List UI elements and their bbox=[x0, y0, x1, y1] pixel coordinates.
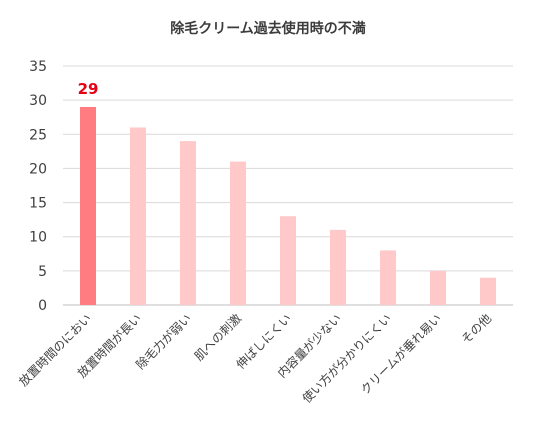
bar bbox=[280, 216, 296, 305]
y-tick-label: 25 bbox=[29, 127, 47, 143]
x-tick-label: 肌への刺激 bbox=[192, 311, 244, 363]
y-tick-label: 10 bbox=[29, 230, 47, 246]
bar bbox=[330, 229, 346, 305]
bar bbox=[380, 250, 396, 305]
x-axis-ticks: 放置時間のにおい放置時間が長い除毛力が弱い肌への刺激伸ばしにくい内容量が少ない使… bbox=[16, 311, 494, 406]
x-tick-label: その他 bbox=[459, 311, 494, 346]
bar bbox=[480, 277, 496, 305]
y-tick-label: 5 bbox=[38, 264, 47, 280]
y-tick-label: 20 bbox=[29, 161, 47, 177]
y-tick-label: 15 bbox=[29, 196, 47, 212]
chart-title: 除毛クリーム過去使用時の不満 bbox=[170, 20, 366, 37]
data-labels: 29 bbox=[78, 80, 99, 98]
x-tick-label: 使い方が分かりにくい bbox=[299, 311, 394, 406]
x-tick-label: クリームが垂れ易い bbox=[357, 311, 444, 398]
y-tick-label: 30 bbox=[29, 93, 47, 109]
bars bbox=[80, 106, 496, 305]
bar bbox=[130, 127, 146, 305]
bar bbox=[430, 270, 446, 305]
y-axis-ticks: 0 5 10 15 20 25 30 35 bbox=[29, 59, 47, 314]
bar bbox=[230, 161, 246, 305]
y-tick-label: 0 bbox=[38, 298, 47, 314]
bar bbox=[180, 141, 196, 305]
y-tick-label: 35 bbox=[29, 59, 47, 75]
data-label: 29 bbox=[78, 80, 99, 98]
bar bbox=[80, 106, 96, 305]
